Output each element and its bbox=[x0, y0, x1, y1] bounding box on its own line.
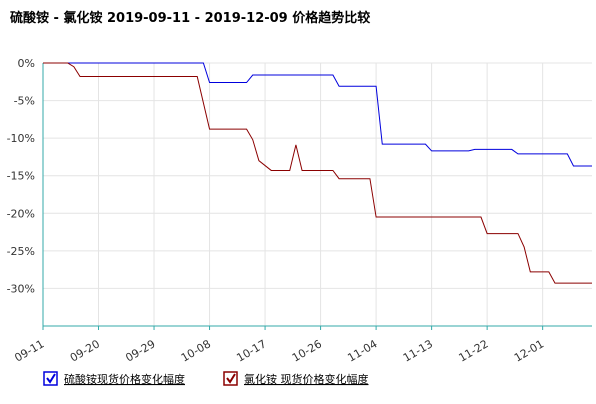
x-tick-label: 11-22 bbox=[456, 337, 490, 364]
x-tick-label: 09-11 bbox=[12, 337, 46, 364]
legend-check bbox=[46, 373, 56, 384]
y-tick-label: -10% bbox=[7, 132, 35, 145]
y-tick-label: -15% bbox=[7, 170, 35, 183]
legend-check bbox=[226, 373, 236, 384]
y-tick-label: -20% bbox=[7, 207, 35, 220]
y-tick-label: 0% bbox=[18, 57, 35, 70]
x-tick-label: 10-17 bbox=[234, 337, 268, 364]
x-tick-label: 12-01 bbox=[512, 337, 546, 364]
legend-label: 硫酸铵现货价格变化幅度 bbox=[64, 372, 185, 386]
x-tick-label: 10-26 bbox=[290, 337, 324, 364]
x-tick-label: 11-04 bbox=[345, 337, 379, 364]
legend-label: 氯化铵 现货价格变化幅度 bbox=[244, 372, 369, 386]
x-tick-label: 10-08 bbox=[179, 337, 213, 364]
y-tick-label: -5% bbox=[14, 95, 35, 108]
series-line bbox=[43, 62, 592, 284]
x-tick-label: 09-20 bbox=[68, 337, 102, 364]
y-tick-label: -30% bbox=[7, 282, 35, 295]
chart-title: 硫酸铵 - 氯化铵 2019-09-11 - 2019-12-09 价格趋势比较 bbox=[10, 10, 370, 26]
x-tick-label: 11-13 bbox=[401, 337, 435, 364]
series-line bbox=[43, 62, 592, 167]
x-tick-label: 09-29 bbox=[123, 337, 157, 364]
y-tick-label: -25% bbox=[7, 245, 35, 258]
